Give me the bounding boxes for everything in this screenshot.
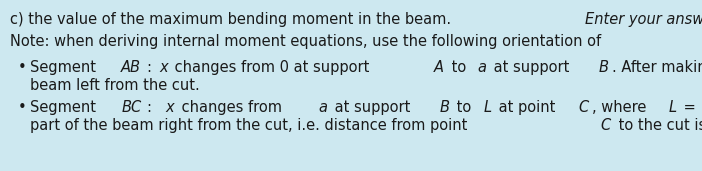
Text: beam left from the cut.: beam left from the cut. bbox=[30, 78, 200, 93]
Text: at point: at point bbox=[494, 100, 559, 115]
Text: :: : bbox=[147, 100, 161, 115]
Text: a: a bbox=[477, 60, 486, 75]
Text: C: C bbox=[600, 118, 611, 133]
Text: B: B bbox=[439, 100, 449, 115]
Text: L: L bbox=[668, 100, 676, 115]
Text: •: • bbox=[18, 60, 27, 75]
Text: C: C bbox=[579, 100, 589, 115]
Text: =: = bbox=[679, 100, 700, 115]
Text: , where: , where bbox=[592, 100, 651, 115]
Text: B: B bbox=[599, 60, 609, 75]
Text: to: to bbox=[446, 60, 470, 75]
Text: at support: at support bbox=[330, 100, 415, 115]
Text: changes from 0 at support: changes from 0 at support bbox=[171, 60, 374, 75]
Text: changes from: changes from bbox=[177, 100, 286, 115]
Text: to: to bbox=[452, 100, 476, 115]
Text: BC: BC bbox=[121, 100, 141, 115]
Text: a: a bbox=[318, 100, 327, 115]
Text: Segment: Segment bbox=[30, 100, 100, 115]
Text: x: x bbox=[159, 60, 168, 75]
Text: to the cut is equal: to the cut is equal bbox=[614, 118, 702, 133]
Text: c) the value of the maximum bending moment in the beam.: c) the value of the maximum bending mome… bbox=[10, 12, 456, 27]
Text: A: A bbox=[434, 60, 444, 75]
Text: . After making the cut, keep the part of the: . After making the cut, keep the part of… bbox=[611, 60, 702, 75]
Text: L: L bbox=[483, 100, 491, 115]
Text: :: : bbox=[147, 60, 157, 75]
Text: Segment: Segment bbox=[30, 60, 100, 75]
Text: •: • bbox=[18, 100, 27, 115]
Text: AB: AB bbox=[121, 60, 141, 75]
Text: Note: when deriving internal moment equations, use the following orientation of: Note: when deriving internal moment equa… bbox=[10, 34, 606, 49]
Text: part of the beam right from the cut, i.e. distance from point: part of the beam right from the cut, i.e… bbox=[30, 118, 472, 133]
Text: Enter your answer in kNm to three decimal places.: Enter your answer in kNm to three decima… bbox=[585, 12, 702, 27]
Text: x: x bbox=[166, 100, 174, 115]
Text: at support: at support bbox=[489, 60, 574, 75]
